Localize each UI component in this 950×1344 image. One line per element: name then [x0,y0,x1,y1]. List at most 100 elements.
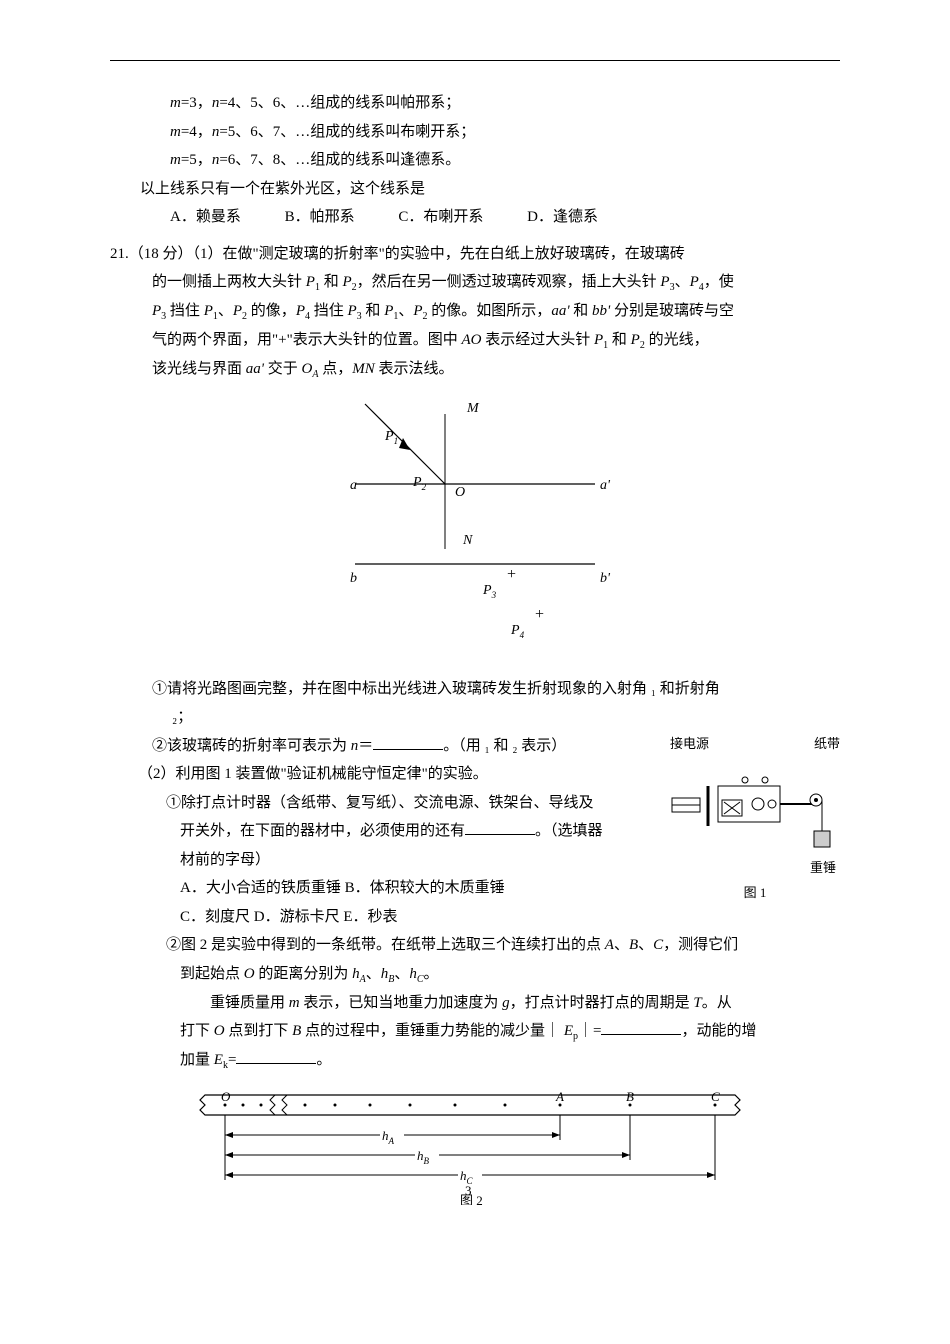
var-aa: aa' [246,361,264,377]
var-m: m [170,124,181,140]
uv-line: 以上线系只有一个在紫外光区，这个线系是 [110,175,840,204]
sub: C [417,974,424,985]
lbl-O: O [221,1089,231,1104]
txt: 的像。如图所示， [428,303,552,319]
txt: 、 [366,966,381,982]
var-o: O [244,966,255,982]
txt: 点的过程中，重锤重力势能的减少量｜ [301,1023,564,1039]
txt: 表示法线。 [375,361,454,377]
var-p: P [342,274,351,290]
q21-p2-6: 加量 Ek=。 [110,1046,840,1075]
txt: =5、6、7、…组成的线系叫布喇开系； [219,124,475,140]
header-rule [110,60,840,61]
txt: 。 [424,966,439,982]
q21-line-p4: 该光线与界面 aa' 交于 OA 点，MN 表示法线。 [110,355,840,384]
blank-fill [236,1048,316,1064]
var-p: P [594,332,603,348]
blank-fill [373,734,443,750]
q21-line-p3: 气的两个界面，用"+"表示大头针的位置。图中 AO 表示经过大头针 P1 和 P… [110,326,840,355]
lbl-M: M [466,401,480,416]
figure-1: 接电源 纸带 重锤 图 1 [670,732,840,906]
q21-line-p2: P3 挡住 P1、P2 的像，P4 挡住 P3 和 P1、P2 的像。如图所示，… [110,297,840,326]
txt: ，然后在另一侧透过玻璃砖观察，插上大头针 [357,274,661,290]
txt: 打下 [180,1023,214,1039]
txt: 到起始点 [180,966,244,982]
txt: ②该玻璃砖的折射率可表示为 [152,738,351,754]
txt: 交于 [264,361,302,377]
var-p: P [660,274,669,290]
txt: =4、5、6、…组成的线系叫帕邢系； [219,95,460,111]
var-o: O [214,1023,225,1039]
var-p: P [413,303,422,319]
q21-p2-4: 重锤质量用 m 表示，已知当地重力加速度为 g，打点计时器打点的周期是 T。从 [110,989,840,1018]
q21-sub1-line1: ①请将光路图画完整，并在图中标出光线进入玻璃砖发生折射现象的入射角 ₁ 和折射角 [110,675,840,704]
var-p: P [152,303,161,319]
choice-d: D．逢德系 [527,203,598,232]
q21-p2-2: ②图 2 是实验中得到的一条纸带。在纸带上选取三个连续打出的点 A、B、C，测得… [110,931,840,960]
txt: = [228,1052,236,1068]
txt: 表示，已知当地重力加速度为 [300,995,503,1011]
txt: 挡住 [310,303,348,319]
txt: ，使 [704,274,734,290]
blank-fill [601,1019,681,1035]
var-a: A [605,937,614,953]
q21-p2-5: 打下 O 点到打下 B 点的过程中，重锤重力势能的减少量｜ Ep｜=，动能的增 [110,1017,840,1046]
txt: =5， [181,152,212,168]
txt: 和 [320,274,343,290]
theta2: ₂； [172,709,192,725]
refraction-svg: M N a a' b b' O P1 P2 + P3 + P4 [295,394,655,654]
txt: 。（用 [443,738,484,754]
txt: 和 [362,303,385,319]
var-b: B [292,1023,301,1039]
figure-2: O A B C hA hB hC 3 图 2 [110,1085,840,1216]
q21-sub1-line2: ₂； [110,703,840,732]
var-h: h [409,966,417,982]
txt: 。 [316,1052,331,1068]
var-p: P [690,274,699,290]
txt: ，打点计时器打点的周期是 [510,995,694,1011]
var-ao: AO [461,332,481,348]
var-b: B [629,937,638,953]
txt: 表示） [518,738,567,754]
txt: 的距离分别为 [255,966,353,982]
lbl-C: C [711,1089,720,1104]
var-aa: aa' [551,303,569,319]
txt: 加量 [180,1052,214,1068]
var-p: P [384,303,393,319]
var-m: m [170,95,181,111]
txt: 。（选填器 [535,823,603,839]
choice-b: B．帕邢系 [285,203,355,232]
q21-num: 21.（18 分）（1）在做"测定玻璃的折射率"的实验中，先在白纸上放好玻璃砖，… [110,246,685,262]
txt: =3， [181,95,212,111]
txt: 表示经过大头针 [481,332,594,348]
var-g: g [502,995,510,1011]
txt: 点到打下 [225,1023,293,1039]
lbl-tape: 纸带 [814,732,840,757]
tape-svg: O A B C hA hB hC 3 图 2 [175,1085,775,1205]
txt: ，动能的增 [681,1023,756,1039]
lbl-p3: P3 [482,583,497,600]
series-line-3: m=5，n=6、7、8、…组成的线系叫逢德系。 [110,146,840,175]
txt: 重锤质量用 [210,995,289,1011]
txt: 、 [218,303,233,319]
lbl-B: B [626,1089,634,1104]
txt: 开关外，在下面的器材中，必须使用的还有 [180,823,465,839]
txt: 。从 [702,995,732,1011]
lbl-weight: 重锤 [670,856,840,881]
q21-line1: 21.（18 分）（1）在做"测定玻璃的折射率"的实验中，先在白纸上放好玻璃砖，… [110,240,840,269]
q21-line-p1: 的一侧插上两枚大头针 P1 和 P2，然后在另一侧透过玻璃砖观察，插上大头针 P… [110,268,840,297]
apparatus-svg [670,756,840,856]
q21-p2-opts2: C．刻度尺 D．游标卡尺 E．秒表 [110,903,840,932]
var-e: E [214,1052,223,1068]
txt: 、 [638,937,653,953]
choice-a: A．赖曼系 [170,203,241,232]
lbl-power: 接电源 [670,732,709,757]
txt: 、 [614,937,629,953]
var-t: T [693,995,701,1011]
txt: ①请将光路图画完整，并在图中标出光线进入玻璃砖发生折射现象的入射角 [152,681,651,697]
txt: 该光线与界面 [152,361,246,377]
txt: 的像， [247,303,296,319]
var-m: m [289,995,300,1011]
txt: ｜= [578,1023,601,1039]
txt: 和 [608,332,631,348]
